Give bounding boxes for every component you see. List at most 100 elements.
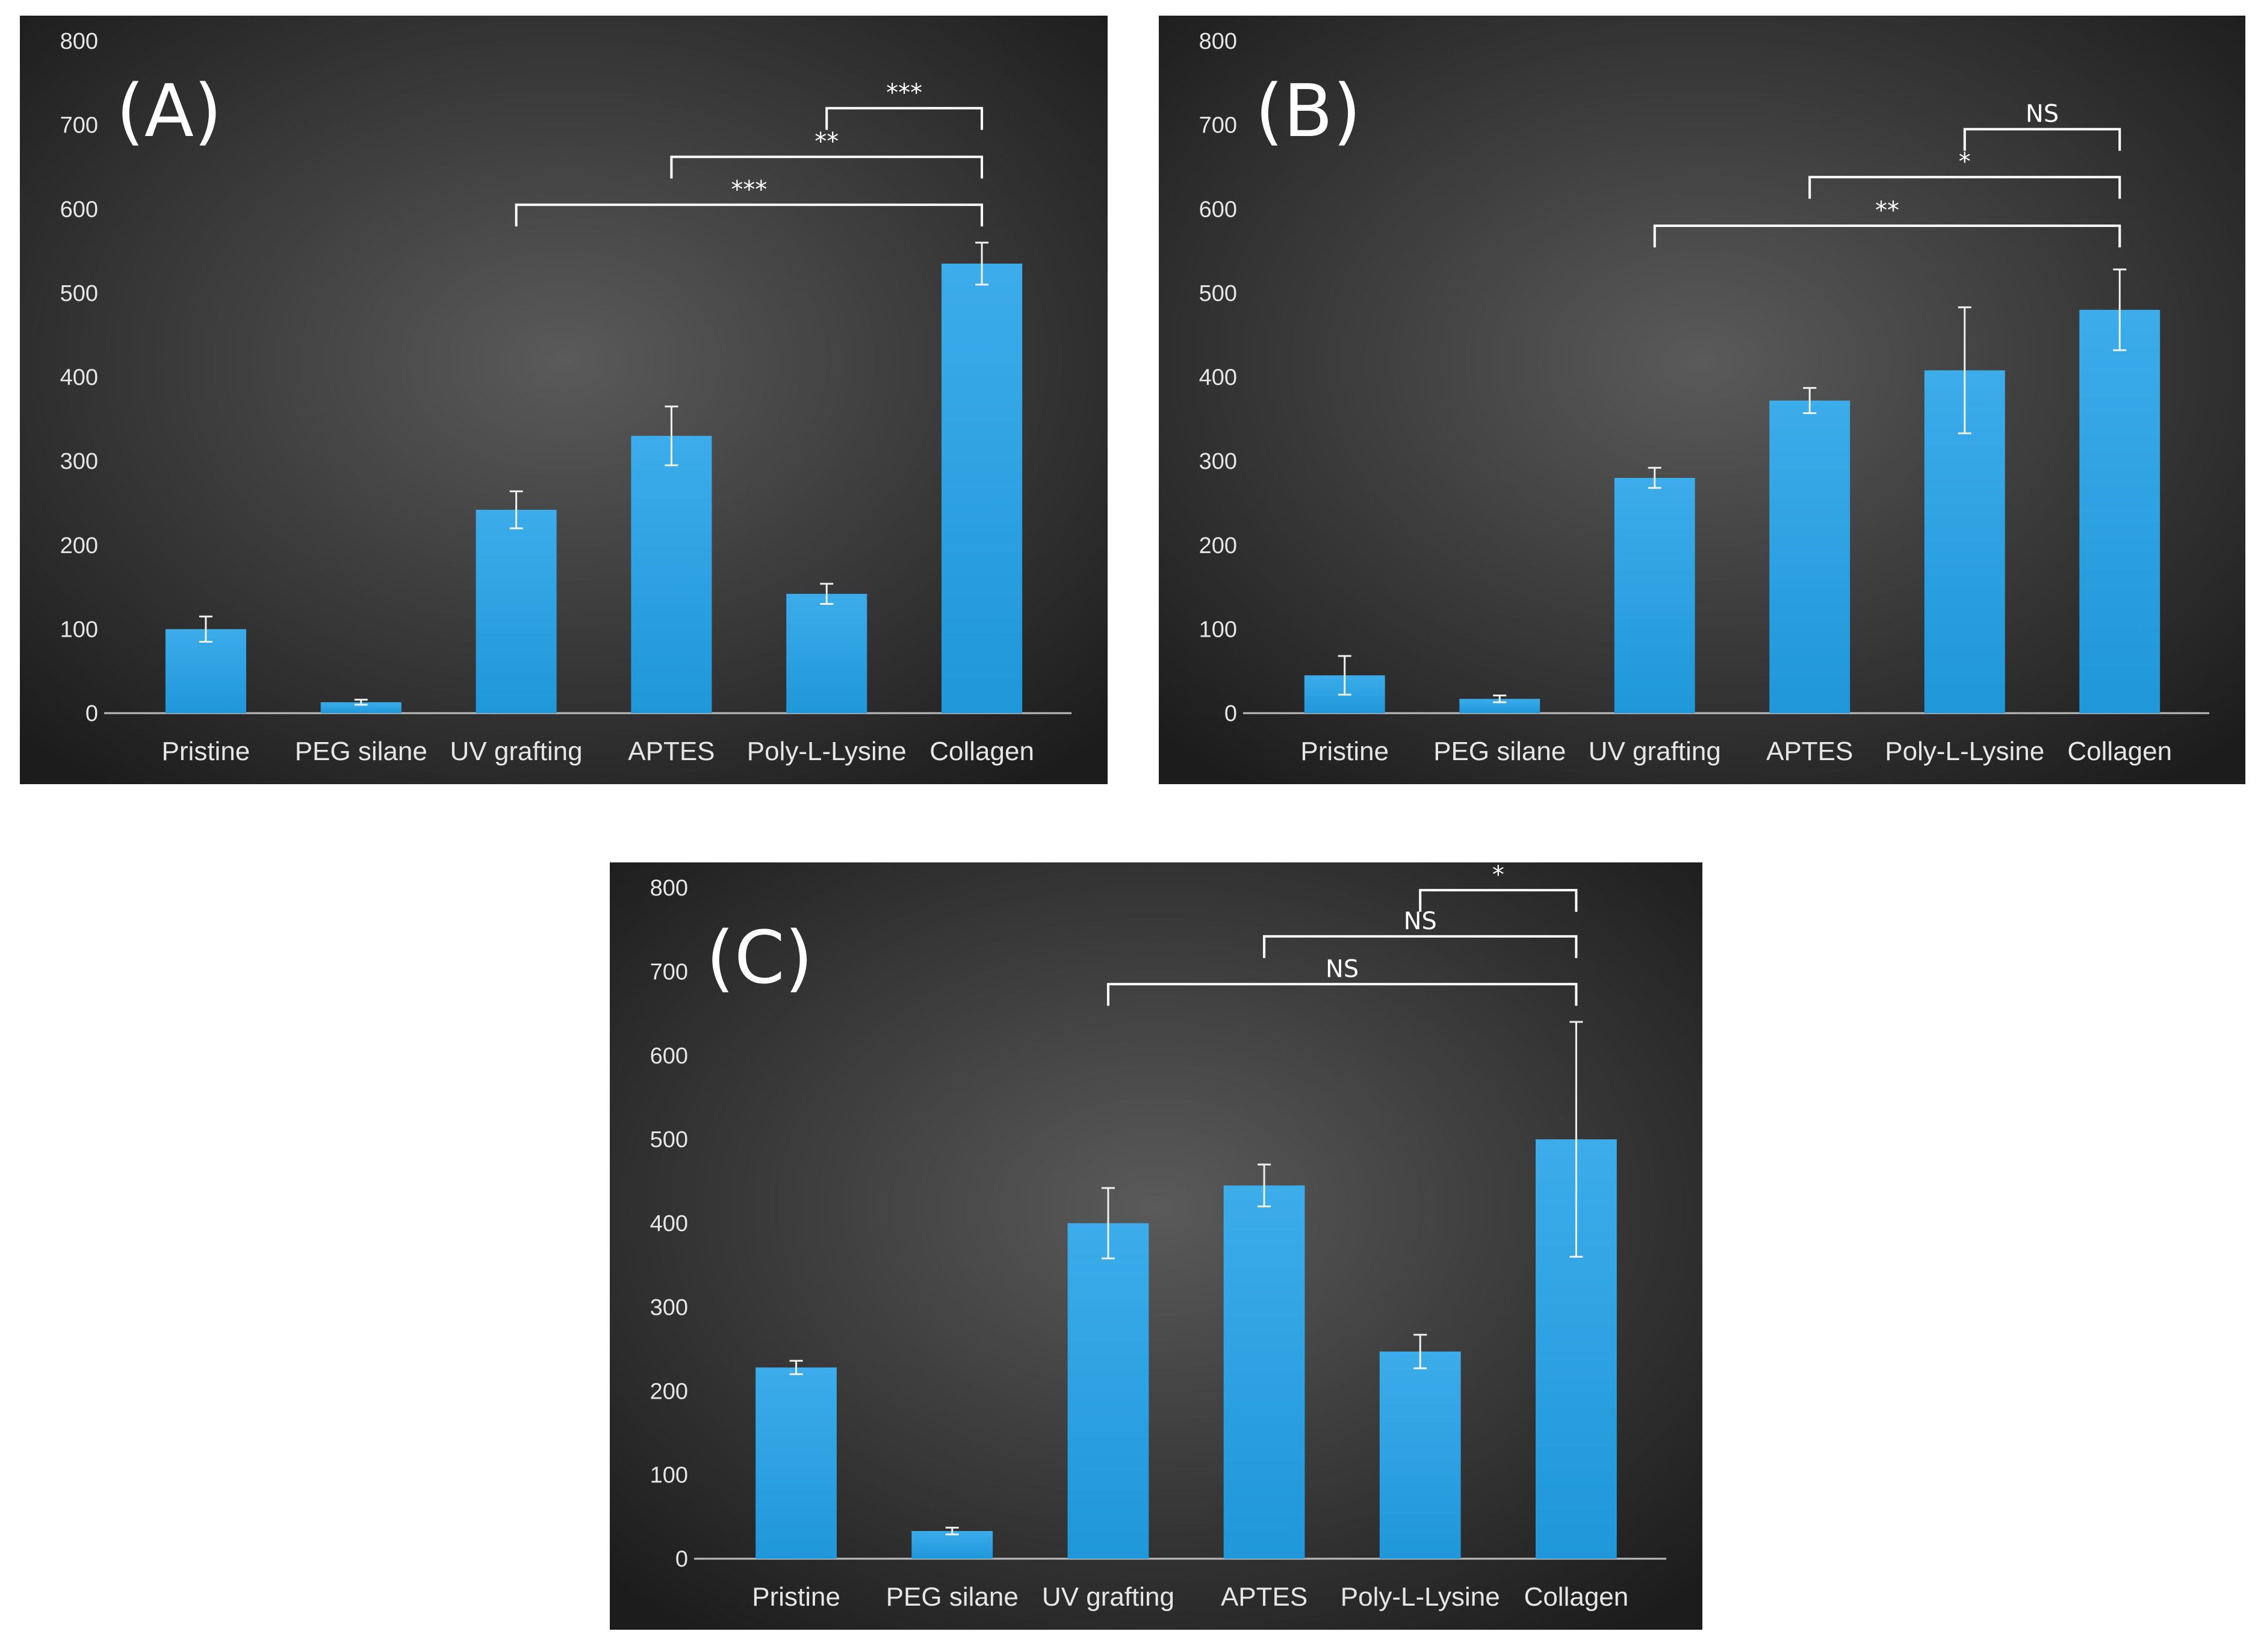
- significance-bracket: [515, 203, 984, 227]
- y-tick-label: 600: [60, 197, 98, 222]
- bar: [786, 593, 867, 713]
- bar: [165, 629, 246, 713]
- error-bar: [354, 699, 368, 706]
- significance-label: ***: [731, 176, 767, 203]
- x-tick-label: PEG silane: [886, 1582, 1019, 1612]
- significance-label: *: [1959, 148, 1971, 176]
- y-tick-label: 800: [60, 29, 98, 54]
- y-tick-label: 400: [650, 1211, 688, 1237]
- error-bar: [1258, 1163, 1271, 1208]
- error-bar: [509, 490, 523, 530]
- significance-bracket: [1963, 128, 2121, 151]
- significance-bracket: [670, 155, 984, 179]
- x-tick-label: Collagen: [929, 737, 1034, 766]
- x-tick-label: UV grafting: [450, 737, 583, 766]
- significance-label: NS: [2026, 101, 2059, 128]
- chart-svg: 0 100 200 300 400 500 600 700 800 Pristine PEG sil…: [1159, 16, 2245, 784]
- significance-label: NS: [1326, 955, 1359, 983]
- error-bar: [1958, 306, 1971, 435]
- y-tick-label: 0: [85, 701, 98, 726]
- y-tick-label: 500: [1199, 281, 1237, 306]
- significance-label: **: [814, 128, 839, 156]
- significance-label: ***: [886, 79, 922, 107]
- x-tick-label: PEG silane: [295, 737, 427, 766]
- panel-label: (C): [706, 917, 813, 1000]
- panel-label: (A): [116, 70, 222, 153]
- error-bar: [1338, 655, 1351, 696]
- significance-bracket: [825, 107, 984, 130]
- error-bar: [975, 241, 989, 286]
- chart-svg: 0 100 200 300 400 500 600 700 800 Pristine PEG sil…: [20, 16, 1108, 784]
- y-tick-label: 300: [650, 1295, 688, 1320]
- x-tick-label: Pristine: [752, 1582, 840, 1612]
- x-tick-label: Collagen: [1524, 1582, 1629, 1612]
- bar: [1379, 1351, 1461, 1559]
- bar: [1223, 1185, 1305, 1559]
- y-tick-label: 200: [60, 533, 98, 558]
- x-tick-label: PEG silane: [1433, 737, 1566, 766]
- x-tick-label: Poly-L-Lysine: [1341, 1582, 1500, 1612]
- x-tick-label: APTES: [1766, 737, 1853, 766]
- error-bar: [1569, 1021, 1583, 1258]
- bar: [911, 1531, 993, 1559]
- significance-bracket: [1653, 224, 2121, 248]
- bar: [2079, 309, 2160, 713]
- x-tick-label: Pristine: [162, 737, 250, 766]
- significance-bracket: [1419, 889, 1578, 912]
- x-tick-label: UV grafting: [1589, 737, 1721, 766]
- bar: [320, 702, 402, 713]
- y-tick-label: 800: [650, 876, 688, 901]
- chart-svg: 0 100 200 300 400 500 600 700 800 Pristine PEG sil…: [610, 862, 1702, 1630]
- significance-bracket: [1263, 935, 1578, 958]
- x-tick-label: Poly-L-Lysine: [747, 737, 907, 766]
- x-tick-label: UV grafting: [1042, 1582, 1174, 1612]
- y-tick-label: 0: [675, 1547, 688, 1572]
- y-tick-label: 400: [1199, 365, 1237, 391]
- y-tick-label: 100: [60, 617, 98, 642]
- x-tick-label: Poly-L-Lysine: [1885, 737, 2044, 766]
- y-tick-label: 700: [1199, 113, 1237, 138]
- error-bar: [1413, 1334, 1427, 1370]
- y-tick-label: 600: [1199, 197, 1237, 222]
- y-tick-label: 800: [1199, 29, 1237, 54]
- significance-label: NS: [1404, 908, 1437, 935]
- significance-bracket: [1808, 176, 2121, 199]
- y-tick-label: 200: [1199, 533, 1237, 558]
- significance-bracket: [1106, 983, 1578, 1006]
- error-bar: [945, 1526, 959, 1536]
- x-tick-label: Collagen: [2067, 737, 2172, 766]
- y-tick-label: 500: [650, 1127, 688, 1152]
- error-bar: [789, 1360, 803, 1375]
- bar: [476, 510, 557, 713]
- panel-label: (B): [1255, 70, 1361, 153]
- bar: [755, 1367, 837, 1559]
- x-tick-label: Pristine: [1300, 737, 1389, 766]
- chart-panel-a: 0 100 200 300 400 500 600 700 800 Pristine PEG sil…: [20, 16, 1108, 784]
- y-tick-label: 400: [60, 365, 98, 391]
- x-tick-label: APTES: [1221, 1582, 1307, 1612]
- bar: [941, 264, 1023, 714]
- chart-panel-b: 0 100 200 300 400 500 600 700 800 Pristine PEG sil…: [1159, 16, 2245, 784]
- error-bar: [1101, 1187, 1115, 1260]
- y-tick-label: 700: [60, 113, 98, 138]
- y-tick-label: 200: [650, 1379, 688, 1404]
- y-tick-label: 600: [650, 1044, 688, 1069]
- y-tick-label: 300: [1199, 449, 1237, 474]
- bar: [1614, 478, 1695, 713]
- bar: [631, 436, 712, 713]
- y-tick-label: 300: [60, 449, 98, 474]
- error-bar: [820, 583, 834, 605]
- bar: [1067, 1223, 1149, 1559]
- error-bar: [199, 615, 212, 643]
- y-tick-label: 500: [60, 281, 98, 306]
- significance-label: **: [1875, 197, 1899, 224]
- error-bar: [665, 405, 678, 466]
- error-bar: [1803, 387, 1817, 415]
- bar: [1769, 400, 1850, 713]
- x-tick-label: APTES: [628, 737, 715, 766]
- chart-panel-c: 0 100 200 300 400 500 600 700 800 Pristine PEG sil…: [610, 862, 1702, 1630]
- error-bar: [1493, 695, 1507, 704]
- significance-label: *: [1492, 862, 1504, 889]
- bar: [1459, 699, 1540, 713]
- y-tick-label: 100: [1199, 617, 1237, 642]
